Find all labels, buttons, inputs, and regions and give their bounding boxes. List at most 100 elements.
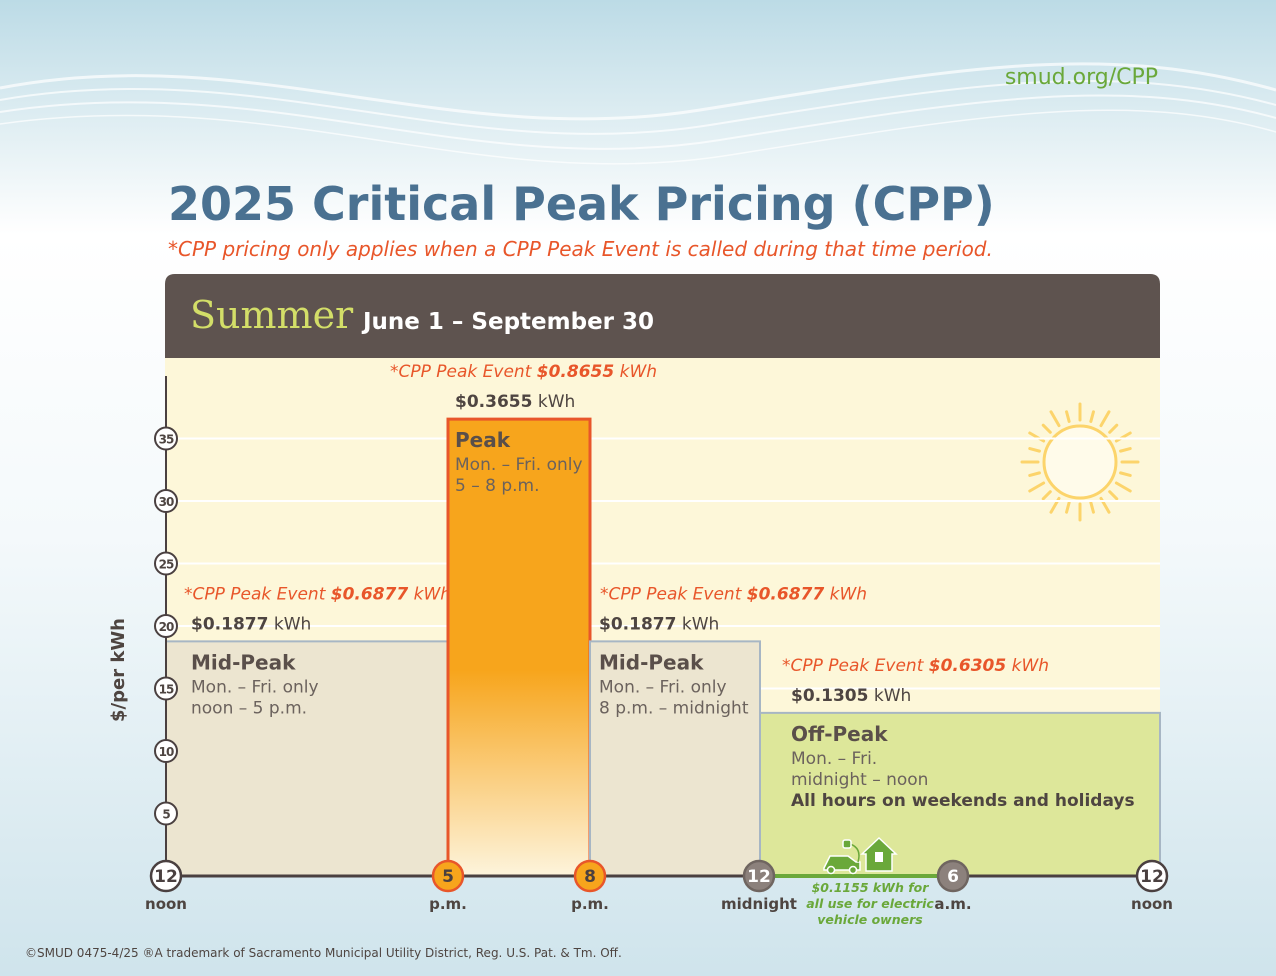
sun-ray xyxy=(1065,410,1071,423)
chart-subtitle: *CPP pricing only applies when a CPP Pea… xyxy=(168,237,993,261)
value-price: $0.3655 xyxy=(455,392,532,412)
value-price: $0.1877 xyxy=(599,614,676,634)
period-note: All hours on weekends and holidays xyxy=(791,791,1135,811)
ev-note: vehicle owners xyxy=(817,912,922,927)
time-period: p.m. xyxy=(571,895,609,913)
sun-ray xyxy=(1089,410,1095,423)
time-mark xyxy=(149,859,183,893)
sun-ray xyxy=(1028,431,1046,443)
wave xyxy=(0,109,1276,165)
event-label: *CPP Peak Event $0.6305 kWh xyxy=(782,656,1049,676)
car-wheel xyxy=(848,865,858,875)
sun-ray xyxy=(1028,481,1046,493)
value-unit: kWh xyxy=(274,614,311,634)
season: Summer xyxy=(190,293,354,337)
period-detail: Mon. – Fri. only xyxy=(599,677,727,697)
sun-ray xyxy=(1041,490,1052,501)
event-prefix: *CPP Peak Event xyxy=(600,584,743,604)
sun-ray xyxy=(1089,501,1095,514)
y-tick xyxy=(154,426,178,451)
car-wheel xyxy=(826,865,836,875)
plug-cord xyxy=(849,843,860,863)
time-mark xyxy=(431,859,465,893)
y-tick xyxy=(154,739,178,763)
time-period: noon xyxy=(145,895,187,913)
time-hour: 12 xyxy=(747,867,771,887)
sun-disc xyxy=(1042,424,1118,500)
period-detail: Mon. – Fri. xyxy=(791,749,877,769)
y-tick xyxy=(154,801,178,826)
footer: ©SMUD 0475-4/25 ®A trademark of Sacramen… xyxy=(25,946,622,960)
value-price: $0.1305 xyxy=(791,686,868,706)
value-label: $0.3655 kWh xyxy=(455,392,575,412)
season-dates: June 1 – September 30 xyxy=(361,309,654,335)
bar xyxy=(589,640,761,877)
y-tick xyxy=(154,614,178,638)
time-mark xyxy=(742,859,776,893)
event-unit: kWh xyxy=(414,584,451,604)
period-detail: midnight – noon xyxy=(791,770,928,790)
ev-note: all use for electric xyxy=(806,896,934,911)
bar xyxy=(446,417,592,878)
sun-ray xyxy=(1041,423,1052,434)
y-tick-label: 5 xyxy=(162,808,170,822)
event-prefix: *CPP Peak Event xyxy=(390,362,533,382)
period-detail: 5 – 8 p.m. xyxy=(455,476,540,496)
time-hour: 8 xyxy=(584,867,596,887)
wave xyxy=(0,94,1276,150)
event-unit: kWh xyxy=(830,584,867,604)
time-hour: 12 xyxy=(1140,867,1164,887)
time-period: noon xyxy=(1131,895,1173,913)
waves xyxy=(0,62,1276,165)
url: smud.org/CPP xyxy=(1005,65,1158,90)
event-prefix: *CPP Peak Event xyxy=(184,584,327,604)
value-label: $0.1877 kWh xyxy=(191,614,311,634)
event-label: *CPP Peak Event $0.6877 kWh xyxy=(600,584,867,604)
y-tick-label: 10 xyxy=(159,745,174,759)
wave xyxy=(0,80,1276,135)
y-tick-label: 35 xyxy=(159,433,174,447)
value-price: $0.1877 xyxy=(191,614,268,634)
value-unit: kWh xyxy=(874,686,911,706)
period-name: Mid-Peak xyxy=(599,650,704,674)
event-label: *CPP Peak Event $0.8655 kWh xyxy=(390,362,657,382)
sun-ray xyxy=(1114,481,1132,493)
plug xyxy=(842,839,852,849)
value-label: $0.1305 kWh xyxy=(791,686,911,706)
event-label: *CPP Peak Event $0.6877 kWh xyxy=(184,584,451,604)
event-unit: kWh xyxy=(1012,656,1049,676)
sun-ray xyxy=(1114,431,1132,443)
period-detail: 8 p.m. – midnight xyxy=(599,698,749,718)
y-tick xyxy=(154,489,178,513)
ev-note: $0.1155 kWh for xyxy=(812,880,930,895)
event-unit: kWh xyxy=(620,362,657,382)
time-hour: 6 xyxy=(947,867,959,887)
sun-ray xyxy=(1119,447,1132,453)
time-mark xyxy=(1135,859,1169,893)
sun-ray xyxy=(1108,423,1119,434)
period-name: Peak xyxy=(455,428,511,452)
y-tick xyxy=(154,551,178,576)
season-header xyxy=(165,274,1160,358)
value-unit: kWh xyxy=(682,614,719,634)
sun-ray xyxy=(1108,490,1119,501)
sun-ray xyxy=(1049,410,1061,428)
y-tick-label: 20 xyxy=(159,620,174,634)
time-period: p.m. xyxy=(429,895,467,913)
period-name: Mid-Peak xyxy=(191,650,296,674)
event-price: $0.8655 xyxy=(537,362,614,382)
period-detail: noon – 5 p.m. xyxy=(191,698,307,718)
time-hour: 12 xyxy=(154,867,178,887)
time-period: a.m. xyxy=(934,895,971,913)
y-tick-label: 25 xyxy=(159,558,174,572)
y-axis-label: $/per kWh xyxy=(108,618,129,722)
sun-ray xyxy=(1119,471,1132,477)
sun-ray xyxy=(1099,410,1111,428)
house-door xyxy=(875,852,883,862)
y-tick xyxy=(154,676,178,701)
time-mark xyxy=(936,859,970,893)
ev-icons xyxy=(823,836,898,875)
bar xyxy=(759,711,1161,877)
